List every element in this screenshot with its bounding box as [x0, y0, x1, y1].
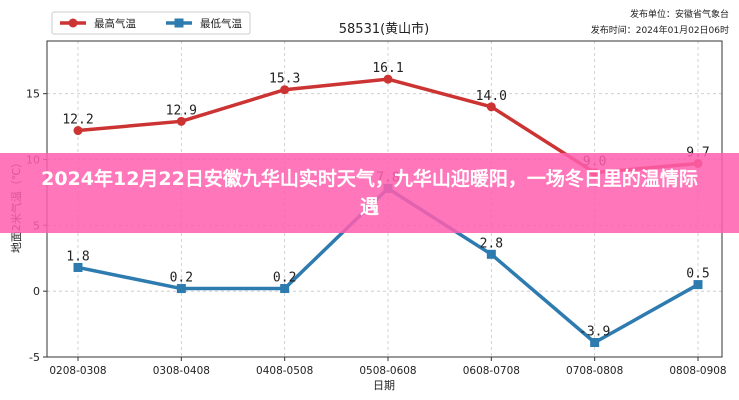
- y-tick-label: -5: [29, 351, 40, 364]
- data-point: [176, 284, 186, 294]
- x-tick-label: 0808-0908: [669, 365, 726, 377]
- data-label: 0.5: [686, 267, 709, 282]
- data-label: 12.2: [62, 113, 93, 128]
- data-point: [280, 85, 290, 95]
- x-axis-label: 日期: [373, 379, 395, 392]
- y-tick-label: 15: [26, 88, 40, 101]
- data-label: 0.2: [170, 271, 193, 286]
- x-tick-label: 0408-0508: [256, 365, 313, 377]
- data-label: 1.8: [66, 249, 89, 264]
- x-tick-label: 0308-0408: [153, 365, 210, 377]
- legend-label: 最高气温: [94, 17, 136, 30]
- data-label: 14.0: [476, 89, 507, 104]
- data-label: 15.3: [269, 72, 300, 87]
- legend-marker: [68, 18, 78, 28]
- x-tick-label: 0208-0308: [49, 365, 106, 377]
- headline: 2024年12月22日安徽九华山实时天气，九华山迎暖阳，一场冬日里的温情际遇: [41, 168, 698, 218]
- data-point: [176, 116, 186, 126]
- data-point: [383, 74, 393, 84]
- data-point: [486, 249, 496, 259]
- data-label: 12.9: [166, 103, 197, 118]
- y-tick-label: 0: [33, 285, 40, 298]
- data-point: [73, 126, 83, 136]
- x-axis: 0208-0308 0308-0408 0408-0508 0508-0608 0608…: [49, 357, 727, 377]
- data-label: -3.9: [579, 325, 610, 340]
- data-point: [73, 262, 83, 272]
- chart-title: 58531(黄山市): [339, 21, 430, 37]
- data-point: [693, 280, 703, 290]
- data-label: 2.8: [480, 236, 503, 251]
- data-label: 0.2: [273, 271, 296, 286]
- legend-marker: [174, 18, 184, 28]
- data-point: [590, 338, 600, 348]
- x-tick-label: 0608-0708: [463, 365, 520, 377]
- publisher-time: 发布时间：2024年01月02日06时: [590, 26, 729, 36]
- data-point: [280, 284, 290, 294]
- data-point: [486, 102, 496, 112]
- legend-box: [51, 11, 251, 35]
- data-label: 16.1: [372, 61, 403, 76]
- publisher-unit: 发布单位：安徽省气象台: [629, 10, 729, 20]
- x-tick-label: 0708-0808: [566, 365, 623, 377]
- legend-label: 最低气温: [200, 17, 242, 30]
- x-tick-label: 0508-0608: [359, 365, 416, 377]
- headline-banner: 2024年12月22日安徽九华山实时天气，九华山迎暖阳，一场冬日里的温情际遇: [0, 153, 739, 233]
- legend: 最高气温 最低气温: [51, 11, 251, 35]
